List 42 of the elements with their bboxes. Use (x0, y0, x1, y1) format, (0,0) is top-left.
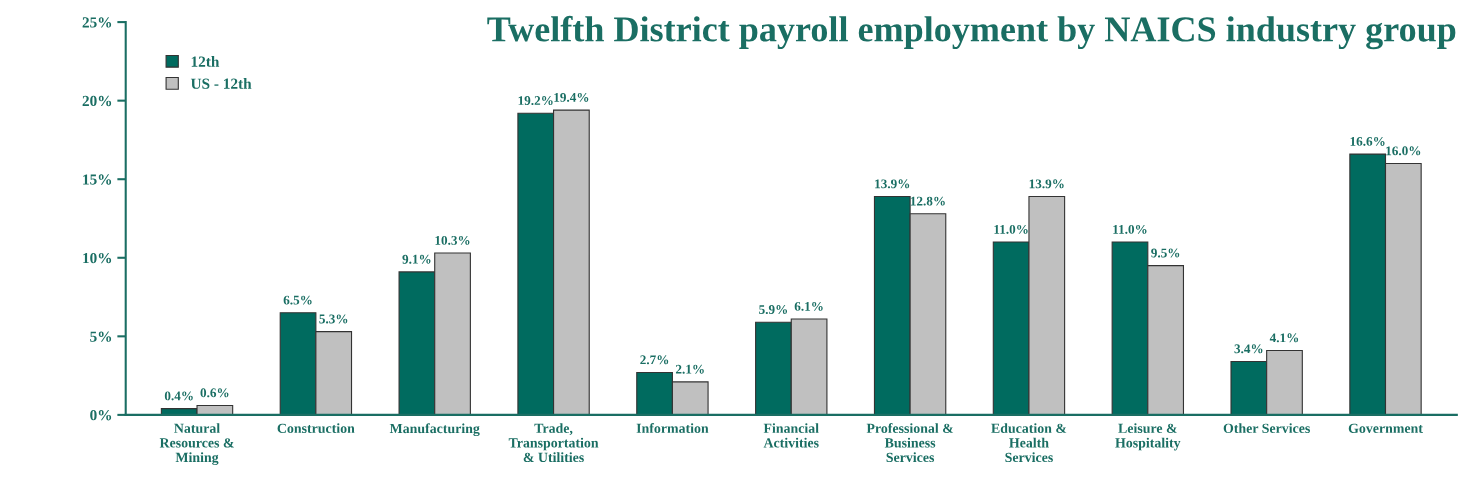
data-label: 0.6% (200, 388, 229, 398)
x-tick-label: Trade, Transportation & Utilities (508, 423, 599, 463)
data-label: 19.4% (554, 92, 589, 102)
legend-label: 12th (191, 56, 220, 67)
data-label: 9.1% (402, 254, 431, 264)
x-tick-label: Leisure & Hospitality (1115, 423, 1181, 451)
x-tick-label: Construction (277, 423, 355, 434)
data-label: 5.9% (759, 305, 788, 315)
data-label: 16.0% (1386, 146, 1421, 156)
y-tick-label: 0% (90, 410, 112, 421)
data-label: 16.6% (1350, 136, 1385, 146)
x-tick-label: Education & Health Services (991, 423, 1067, 463)
data-label: 10.3% (435, 235, 470, 245)
data-label: 9.5% (1151, 248, 1180, 258)
x-tick-label: Government (1348, 423, 1423, 433)
y-tick-label: 15% (83, 174, 112, 185)
data-label: 2.1% (675, 364, 704, 374)
x-tick-label: Professional & Business Services (866, 423, 954, 463)
x-tick-label: Natural Resources & Mining (159, 423, 234, 465)
x-tick-label: Financial Activities (763, 423, 819, 448)
data-label: 2.7% (640, 355, 669, 365)
data-label: 4.1% (1269, 333, 1299, 343)
y-tick-label: 20% (82, 95, 112, 107)
legend-label: US - 12th (190, 78, 252, 89)
data-label: 6.1% (794, 301, 823, 311)
chart-title: Twelfth District payroll employment by NAICS industry group (487, 15, 1456, 50)
data-label: 13.9% (875, 179, 910, 189)
data-label: 6.5% (283, 295, 312, 305)
data-label: 0.4% (164, 391, 193, 401)
data-label: 5.3% (319, 314, 348, 324)
x-tick-label: Manufacturing (389, 423, 480, 437)
y-tick-label: 25% (82, 17, 112, 28)
x-tick-label: Information (636, 423, 709, 433)
y-tick-label: 10% (83, 252, 112, 264)
data-label: 19.2% (518, 96, 553, 106)
data-label: 11.0% (994, 224, 1028, 234)
x-tick-label: Other Services (1223, 423, 1310, 433)
data-label: 11.0% (1113, 224, 1147, 234)
data-label: 12.8% (910, 196, 945, 206)
data-label: 13.9% (1029, 179, 1064, 189)
y-tick-label: 5% (90, 331, 112, 342)
data-label: 3.4% (1234, 344, 1263, 354)
